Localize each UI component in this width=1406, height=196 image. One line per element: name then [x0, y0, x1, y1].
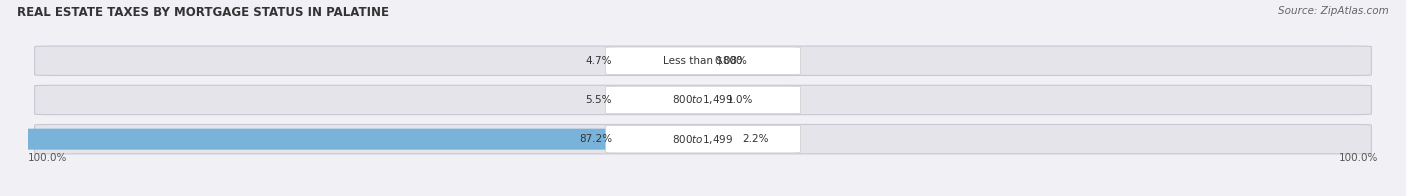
Text: 100.0%: 100.0% [28, 153, 67, 163]
Text: Source: ZipAtlas.com: Source: ZipAtlas.com [1278, 6, 1389, 16]
Text: Less than $800: Less than $800 [664, 56, 742, 66]
FancyBboxPatch shape [606, 47, 800, 74]
Text: REAL ESTATE TAXES BY MORTGAGE STATUS IN PALATINE: REAL ESTATE TAXES BY MORTGAGE STATUS IN … [17, 6, 389, 19]
Text: 0.08%: 0.08% [714, 56, 748, 66]
Text: 4.7%: 4.7% [586, 56, 612, 66]
FancyBboxPatch shape [0, 129, 628, 150]
Text: 100.0%: 100.0% [1339, 153, 1378, 163]
FancyBboxPatch shape [35, 124, 1371, 154]
FancyBboxPatch shape [35, 85, 1371, 115]
Text: 87.2%: 87.2% [579, 134, 612, 144]
Text: $800 to $1,499: $800 to $1,499 [672, 133, 734, 146]
Text: 2.2%: 2.2% [742, 134, 769, 144]
FancyBboxPatch shape [35, 46, 1371, 75]
FancyBboxPatch shape [606, 86, 800, 114]
Text: 5.5%: 5.5% [586, 95, 612, 105]
Text: 1.0%: 1.0% [727, 95, 752, 105]
Text: $800 to $1,499: $800 to $1,499 [672, 93, 734, 106]
FancyBboxPatch shape [606, 125, 800, 153]
